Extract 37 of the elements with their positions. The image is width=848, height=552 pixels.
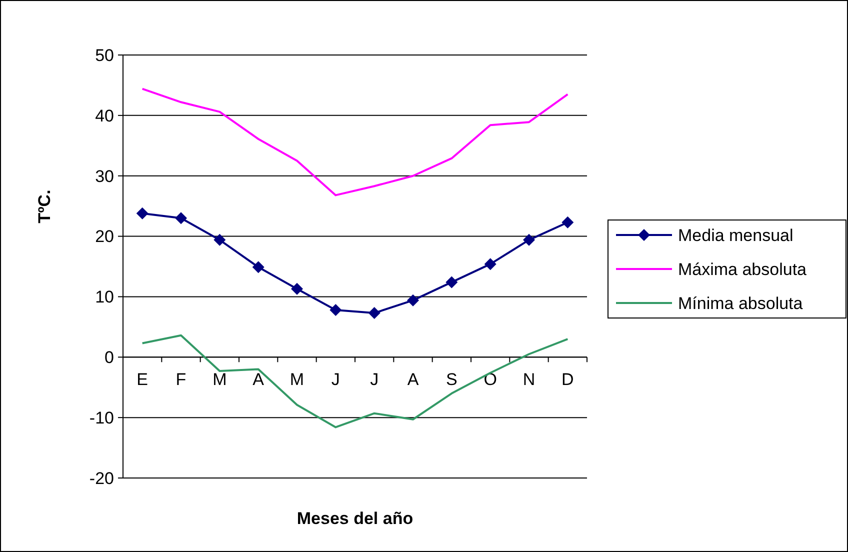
x-tick-label: N bbox=[522, 370, 536, 390]
y-axis-title: TºC. bbox=[35, 190, 54, 224]
x-tick-label: M bbox=[212, 370, 227, 390]
point bbox=[484, 258, 496, 270]
x-tick-label: E bbox=[136, 370, 148, 390]
y-tick-label: 50 bbox=[95, 46, 114, 65]
point bbox=[562, 216, 574, 228]
x-tick-label: D bbox=[562, 370, 574, 390]
legend-label: Mínima absoluta bbox=[678, 294, 804, 313]
x-tick-label: M bbox=[290, 370, 304, 390]
x-tick-label: A bbox=[252, 370, 265, 390]
y-tick-label: 10 bbox=[95, 288, 114, 307]
x-axis-title: Meses del año bbox=[296, 509, 414, 528]
point bbox=[252, 261, 264, 274]
x-tick-label: J bbox=[370, 370, 379, 390]
x-tick-label: J bbox=[331, 370, 340, 390]
legend-label: Media mensual bbox=[678, 226, 794, 245]
y-tick-label: -20 bbox=[89, 468, 114, 488]
point bbox=[407, 294, 419, 306]
x-tick-label: A bbox=[407, 370, 420, 390]
point bbox=[291, 282, 303, 295]
point bbox=[175, 212, 187, 224]
point bbox=[330, 304, 342, 316]
line-series bbox=[141, 88, 569, 196]
point bbox=[523, 234, 535, 246]
x-tick-label: F bbox=[176, 370, 186, 390]
point bbox=[368, 307, 380, 320]
y-tick-label: 20 bbox=[95, 227, 114, 246]
y-tick-label: 30 bbox=[95, 166, 114, 186]
y-tick-label: 40 bbox=[95, 106, 114, 126]
point bbox=[214, 234, 226, 246]
x-tick-label: S bbox=[446, 370, 458, 390]
y-tick-label: -10 bbox=[89, 408, 114, 428]
y-tick-label: 0 bbox=[104, 348, 114, 368]
legend-label: Máxima absoluta bbox=[678, 260, 808, 279]
point bbox=[136, 207, 148, 220]
point bbox=[446, 276, 458, 288]
